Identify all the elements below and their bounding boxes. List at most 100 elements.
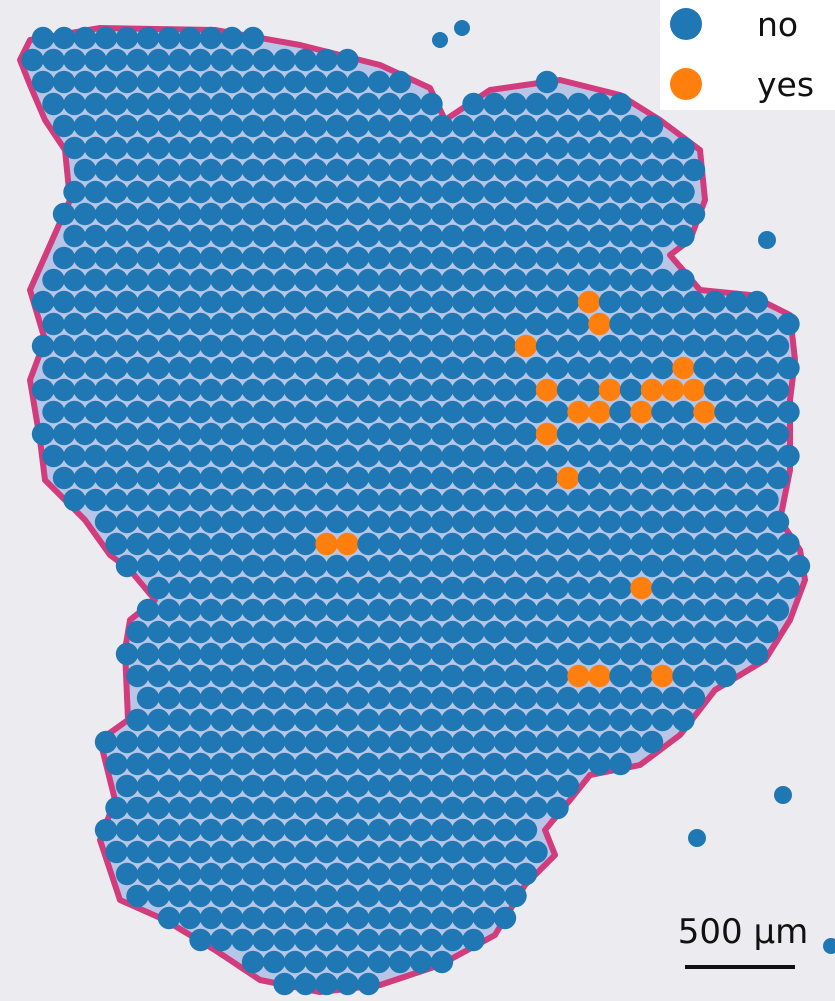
spot-no bbox=[315, 312, 338, 336]
spot-no bbox=[273, 400, 296, 424]
spot-no bbox=[262, 642, 286, 666]
spot-no bbox=[462, 708, 485, 732]
spot-no bbox=[189, 708, 212, 732]
spot-no bbox=[136, 202, 160, 226]
spot-no bbox=[199, 70, 223, 94]
spot-no bbox=[640, 554, 664, 578]
spot-no bbox=[367, 774, 391, 798]
spot-no bbox=[136, 510, 160, 534]
spot-no bbox=[210, 708, 233, 732]
spot-no bbox=[105, 444, 128, 468]
spot-no bbox=[535, 290, 559, 314]
spot-no bbox=[231, 224, 254, 248]
spot-no bbox=[367, 202, 391, 226]
spot-no bbox=[451, 686, 475, 710]
spot-no bbox=[745, 466, 769, 490]
spot-no bbox=[231, 576, 254, 600]
spot-no bbox=[598, 422, 622, 446]
spot-no bbox=[640, 466, 664, 490]
spot-no bbox=[758, 231, 776, 249]
spot-no bbox=[588, 576, 611, 600]
spot-no bbox=[609, 752, 632, 776]
spot-no bbox=[241, 730, 265, 754]
spot-no bbox=[220, 598, 244, 622]
spot-no bbox=[178, 774, 202, 798]
spot-no bbox=[399, 356, 422, 380]
spot-no bbox=[420, 312, 443, 336]
spot-no bbox=[567, 752, 590, 776]
spot-no bbox=[630, 708, 653, 732]
spot-no bbox=[126, 884, 149, 908]
spot-no bbox=[766, 378, 790, 402]
spot-no bbox=[231, 444, 254, 468]
spot-no bbox=[231, 48, 254, 72]
spot-no bbox=[441, 400, 464, 424]
spot-no bbox=[409, 906, 433, 930]
spot-no bbox=[640, 246, 664, 270]
spot-no bbox=[147, 268, 170, 292]
spot-no bbox=[84, 312, 107, 336]
spot-no bbox=[651, 620, 674, 644]
spot-no bbox=[388, 862, 412, 886]
spot-yes bbox=[640, 378, 664, 402]
spot-no bbox=[42, 400, 65, 424]
spot-no bbox=[115, 114, 139, 138]
spot-no bbox=[651, 356, 674, 380]
spot-no bbox=[63, 400, 86, 424]
spot-no bbox=[241, 862, 265, 886]
spot-no bbox=[136, 818, 160, 842]
spot-no bbox=[514, 246, 538, 270]
spot-no bbox=[315, 488, 338, 512]
spot-no bbox=[157, 246, 181, 270]
spot-yes bbox=[577, 290, 601, 314]
spot-no bbox=[94, 114, 118, 138]
spot-no bbox=[31, 422, 55, 446]
spot-no bbox=[619, 554, 643, 578]
spot-no bbox=[52, 114, 76, 138]
spot-no bbox=[682, 598, 706, 622]
spot-no bbox=[336, 268, 359, 292]
spot-no bbox=[31, 378, 55, 402]
spot-no bbox=[178, 158, 202, 182]
spot-no bbox=[388, 422, 412, 446]
spot-no bbox=[168, 312, 191, 336]
spot-no bbox=[178, 466, 202, 490]
spot-no bbox=[609, 312, 632, 336]
spot-no bbox=[294, 708, 317, 732]
spot-no bbox=[472, 378, 496, 402]
spot-no bbox=[640, 334, 664, 358]
spot-no bbox=[378, 180, 401, 204]
spot-no bbox=[535, 466, 559, 490]
spot-no bbox=[42, 48, 65, 72]
spot-no bbox=[483, 180, 506, 204]
spot-no bbox=[115, 862, 139, 886]
spot-no bbox=[178, 378, 202, 402]
spot-no bbox=[357, 928, 380, 952]
spot-no bbox=[714, 444, 737, 468]
spot-no bbox=[577, 730, 601, 754]
spot-no bbox=[535, 730, 559, 754]
spot-no bbox=[567, 708, 590, 732]
spot-no bbox=[126, 532, 149, 556]
spot-no bbox=[399, 92, 422, 116]
spot-no bbox=[399, 532, 422, 556]
spot-no bbox=[409, 686, 433, 710]
spot-no bbox=[294, 752, 317, 776]
spot-no bbox=[598, 554, 622, 578]
spot-no bbox=[693, 444, 716, 468]
spot-no bbox=[514, 774, 538, 798]
spot-no bbox=[651, 312, 674, 336]
spot-no bbox=[94, 290, 118, 314]
spot-no bbox=[31, 26, 55, 50]
spot-no bbox=[63, 48, 86, 72]
spot-no bbox=[241, 906, 265, 930]
spot-no bbox=[441, 796, 464, 820]
spot-no bbox=[189, 796, 212, 820]
spot-no bbox=[493, 818, 517, 842]
spot-no bbox=[94, 466, 118, 490]
spot-no bbox=[483, 488, 506, 512]
spot-no bbox=[514, 378, 538, 402]
spot-no bbox=[126, 488, 149, 512]
spot-yes bbox=[535, 378, 559, 402]
spot-no bbox=[567, 312, 590, 336]
